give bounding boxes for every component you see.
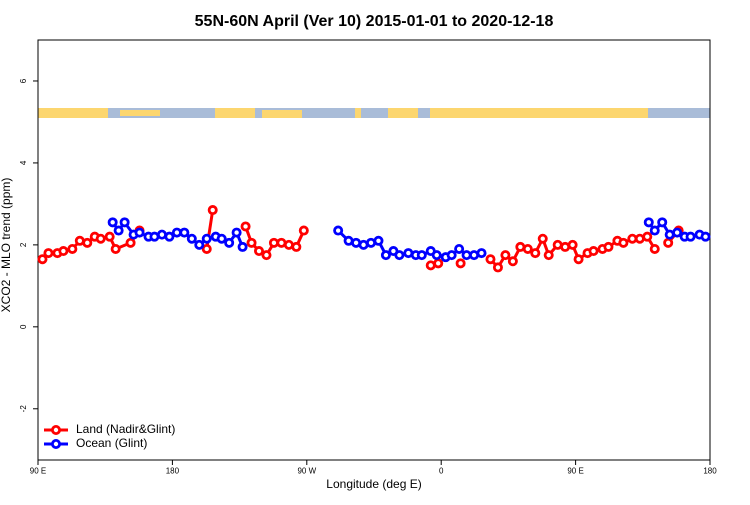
x-tick-label: 90 W (297, 467, 316, 476)
x-tick-label: 0 (439, 467, 444, 476)
data-point (43, 248, 54, 259)
data-point (164, 231, 175, 242)
x-tick-label: 180 (166, 467, 180, 476)
data-point (186, 233, 197, 244)
data-point (240, 221, 251, 232)
data-point (107, 217, 118, 228)
data-point (500, 250, 511, 261)
data-point (454, 243, 465, 254)
data-point (663, 237, 674, 248)
map-strip (38, 108, 710, 118)
data-point (246, 237, 257, 248)
legend-label: Land (Nadir&Glint) (76, 422, 175, 436)
data-point (201, 233, 212, 244)
x-tick-label: 90 E (567, 467, 583, 476)
legend-marker (51, 438, 62, 449)
data-point (603, 241, 614, 252)
plot-frame (37, 39, 711, 461)
y-tick-label: -2 (19, 405, 28, 413)
data-point (298, 225, 309, 236)
data-point (194, 239, 205, 250)
land-band (430, 108, 648, 118)
data-point (657, 217, 668, 228)
data-point (380, 250, 391, 261)
data-point (455, 258, 466, 269)
data-point (37, 254, 48, 265)
data-point (700, 231, 711, 242)
y-tick-label: 2 (19, 242, 28, 247)
data-point (672, 227, 683, 238)
data-point (237, 241, 248, 252)
data-point (291, 241, 302, 252)
data-point (254, 246, 265, 257)
data-point (110, 243, 121, 254)
land-band (262, 110, 302, 118)
data-point (642, 231, 653, 242)
data-point (537, 233, 548, 244)
data-point (567, 239, 578, 250)
data-point (431, 250, 442, 261)
data-point (573, 254, 584, 265)
data-point (119, 217, 130, 228)
data-point (522, 243, 533, 254)
data-point (104, 231, 115, 242)
chart-title: 55N-60N April (Ver 10) 2015-01-01 to 202… (195, 13, 554, 30)
data-point (643, 217, 654, 228)
data-point (588, 246, 599, 257)
legend-label: Ocean (Glint) (76, 436, 147, 450)
data-point (685, 231, 696, 242)
data-point (433, 258, 444, 269)
y-tick-label: 4 (19, 160, 28, 165)
data-point (207, 205, 218, 216)
data-point (485, 254, 496, 265)
x-axis-label: Longitude (deg E) (326, 477, 421, 491)
data-point (224, 237, 235, 248)
y-tick-label: 6 (19, 78, 28, 83)
legend-marker (51, 424, 62, 435)
data-point (125, 237, 136, 248)
land-band (38, 108, 108, 118)
data-point (507, 256, 518, 267)
data-point (261, 250, 272, 261)
data-point (201, 243, 212, 254)
land-band (120, 110, 160, 116)
land-band (388, 108, 418, 118)
data-point (649, 243, 660, 254)
y-axis-label: XCO2 - MLO trend (ppm) (0, 178, 13, 313)
data-point (82, 237, 93, 248)
data-point (373, 235, 384, 246)
data-point (216, 233, 227, 244)
land-band (215, 108, 255, 118)
data-point (134, 227, 145, 238)
x-tick-label: 90 E (30, 467, 46, 476)
data-point (95, 233, 106, 244)
data-point (67, 243, 78, 254)
data-point (58, 246, 69, 257)
data-point (649, 225, 660, 236)
data-point (618, 237, 629, 248)
land-band (355, 108, 361, 118)
data-point (492, 262, 503, 273)
ocean-band (38, 108, 710, 118)
x-tick-label: 180 (703, 467, 717, 476)
y-tick-label: 0 (19, 324, 28, 329)
data-point (446, 250, 457, 261)
data-point (416, 250, 427, 261)
data-point (394, 250, 405, 261)
data-point (476, 248, 487, 259)
data-point (179, 227, 190, 238)
data-point (530, 248, 541, 259)
data-point (333, 225, 344, 236)
data-point (231, 227, 242, 238)
data-point (113, 225, 124, 236)
data-point (543, 250, 554, 261)
